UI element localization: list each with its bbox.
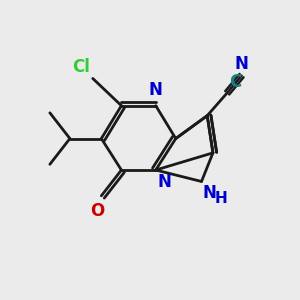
Text: H: H — [214, 191, 227, 206]
Text: Cl: Cl — [72, 58, 90, 76]
Text: N: N — [149, 80, 163, 98]
Text: N: N — [235, 55, 248, 73]
Text: O: O — [90, 202, 104, 220]
Text: C: C — [229, 73, 241, 91]
Text: N: N — [157, 173, 171, 191]
Text: N: N — [203, 184, 217, 202]
